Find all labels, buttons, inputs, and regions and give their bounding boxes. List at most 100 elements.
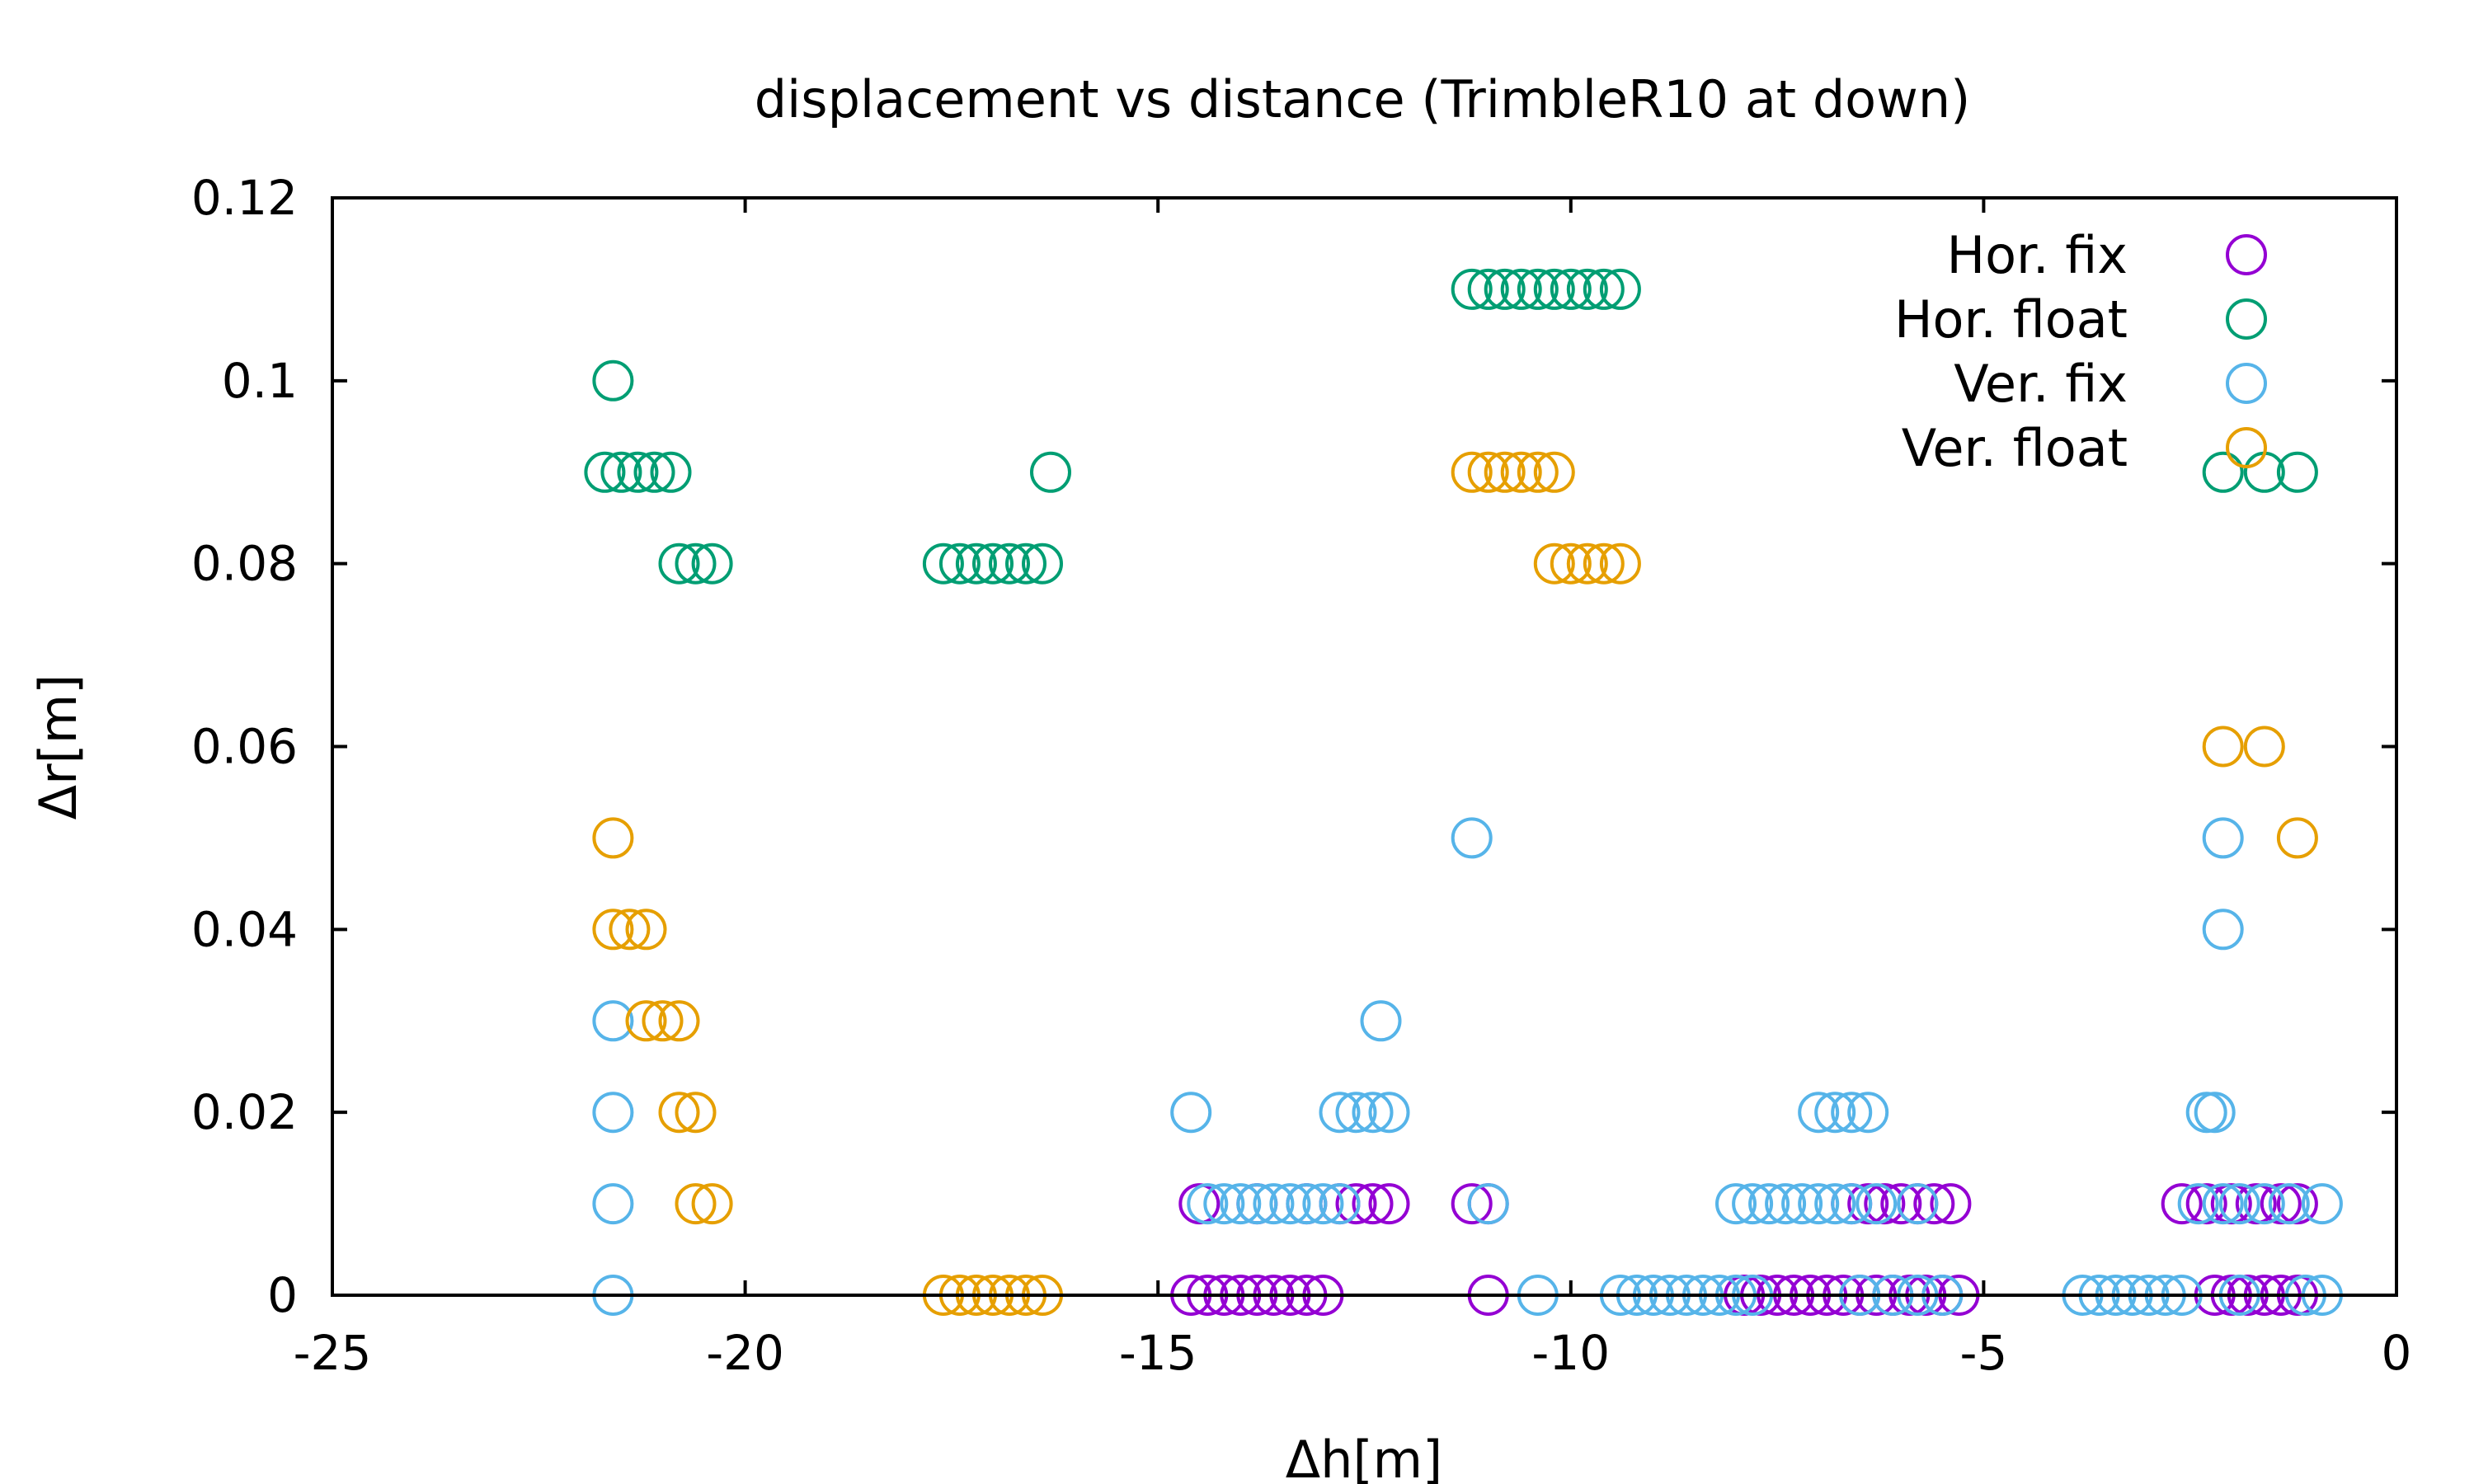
legend-marker [2226, 363, 2267, 404]
data-point [1467, 1183, 1509, 1225]
data-point [650, 451, 692, 493]
data-point [2268, 1183, 2310, 1225]
x-axis-tick-labels: -25 -20 -15 -10 -5 0 [294, 1325, 2412, 1381]
data-point [1467, 268, 1509, 310]
data-point [675, 1092, 717, 1134]
data-point [989, 542, 1030, 585]
data-point [1467, 451, 1509, 493]
data-point [2194, 1092, 2236, 1134]
data-point [1847, 1183, 1889, 1225]
legend-label: Hor. fix [1946, 225, 2128, 285]
y-tick-label: 0 [267, 1267, 298, 1323]
data-point [1930, 1183, 1972, 1225]
data-point [2243, 726, 2285, 768]
data-point [1170, 1092, 1212, 1134]
data-point [691, 1183, 733, 1225]
data-point [1269, 1183, 1311, 1225]
data-point [1732, 1183, 1774, 1225]
data-point [972, 542, 1014, 585]
data-point [625, 1000, 667, 1042]
x-tick-label: -25 [294, 1325, 372, 1381]
data-point [1203, 1183, 1245, 1225]
legend-label: Ver. fix [1954, 354, 2128, 414]
data-point [1368, 1183, 1410, 1225]
data-point [584, 451, 626, 493]
data-point [1583, 542, 1625, 585]
data-point [1781, 1183, 1823, 1225]
data-point [1798, 1183, 1840, 1225]
data-point [1451, 451, 1493, 493]
x-tick-label: 0 [2382, 1325, 2412, 1381]
data-point [675, 542, 717, 585]
data-point [2276, 451, 2318, 493]
data-point [675, 1183, 717, 1225]
data-point [2161, 1183, 2203, 1225]
data-point [1451, 817, 1493, 859]
data-point [1533, 451, 1575, 493]
data-point [625, 909, 667, 951]
data-point [1533, 268, 1575, 310]
y-axis-title: Δr[m] [28, 674, 88, 820]
data-point [2202, 817, 2244, 859]
data-point [2185, 1092, 2227, 1134]
data-point [1831, 1183, 1873, 1225]
data-point [1864, 1183, 1906, 1225]
data-point [2218, 1183, 2260, 1225]
data-point [1352, 1092, 1394, 1134]
data-point [1236, 1183, 1278, 1225]
series-1 [584, 268, 2318, 585]
data-point [1550, 542, 1592, 585]
data-point [600, 451, 642, 493]
data-point [1847, 1092, 1889, 1134]
y-tick-label: 0.02 [191, 1084, 298, 1140]
data-point [592, 817, 634, 859]
data-point [2243, 1183, 2285, 1225]
data-point [2210, 1183, 2252, 1225]
data-point [1484, 451, 1526, 493]
data-point [658, 1000, 700, 1042]
legend-marker [2226, 234, 2267, 275]
y-tick-label: 0.1 [222, 353, 298, 409]
data-point [1286, 1183, 1328, 1225]
data-point [1715, 1183, 1757, 1225]
data-point [1566, 268, 1608, 310]
data-point [1319, 1092, 1361, 1134]
data-point [1913, 1183, 1955, 1225]
data-point [1798, 1092, 1840, 1134]
data-point [1897, 1183, 1939, 1225]
y-tick-label: 0.08 [191, 536, 298, 592]
data-point [1880, 1183, 1922, 1225]
data-point [2177, 1183, 2219, 1225]
data-point [2202, 726, 2244, 768]
data-point [592, 359, 634, 402]
data-point [1484, 268, 1526, 310]
legend-marker [2226, 298, 2267, 340]
data-point [1831, 1092, 1873, 1134]
data-point [1599, 542, 1641, 585]
data-point [1517, 268, 1559, 310]
data-point [2260, 1183, 2302, 1225]
data-point [1030, 451, 1071, 493]
data-point [592, 909, 634, 951]
data-point [1814, 1092, 1856, 1134]
data-point [658, 542, 700, 585]
data-point [642, 1000, 684, 1042]
y-tick-label: 0.12 [191, 170, 298, 226]
data-point [2301, 1183, 2343, 1225]
data-point [1022, 542, 1063, 585]
y-tick-label: 0.04 [191, 901, 298, 957]
data-point [592, 1000, 634, 1042]
data-point [922, 542, 964, 585]
data-point [1005, 542, 1047, 585]
data-point [938, 542, 981, 585]
x-axis-title: Δh[m] [1286, 1430, 1442, 1484]
data-point [1451, 1183, 1493, 1225]
data-point [1220, 1183, 1262, 1225]
data-point [1500, 451, 1542, 493]
data-point [1500, 268, 1542, 310]
data-point [1451, 268, 1493, 310]
axis-ticks [331, 196, 2398, 1297]
data-point [1599, 268, 1641, 310]
data-point [955, 542, 997, 585]
